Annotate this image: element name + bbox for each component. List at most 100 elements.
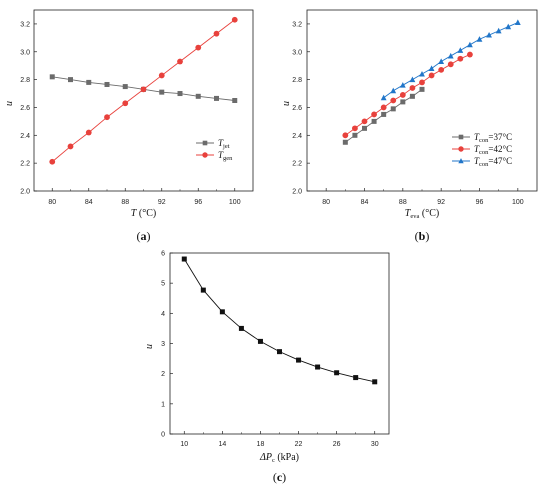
data-point <box>447 52 454 59</box>
y-tick-label: 2.0 <box>292 189 302 196</box>
x-tick-label: 14 <box>218 441 226 448</box>
data-point <box>159 89 165 95</box>
data-point <box>438 66 445 73</box>
data-point <box>85 129 92 136</box>
x-axis-label-var: ΔP <box>259 452 272 463</box>
data-point <box>400 99 406 105</box>
y-tick-label: 0 <box>161 432 165 439</box>
y-tick-label: 2 <box>161 371 165 378</box>
y-tick-label: 3.2 <box>20 21 30 28</box>
data-point <box>181 256 187 262</box>
y-tick-label: 2.4 <box>20 133 30 140</box>
series-line <box>183 258 375 383</box>
y-tick-label: 6 <box>161 251 165 258</box>
data-point <box>232 98 238 103</box>
data-point <box>447 61 454 68</box>
data-point <box>334 370 340 376</box>
data-point <box>390 97 397 104</box>
data-point <box>361 118 368 125</box>
data-point <box>353 375 359 381</box>
data-point <box>476 36 483 42</box>
data-point <box>195 93 201 99</box>
x-axis-label: T (°C) <box>131 208 156 219</box>
x-tick-label: 100 <box>512 199 524 206</box>
data-point <box>195 44 202 51</box>
y-tick-label: 2.8 <box>20 77 30 84</box>
data-point <box>457 55 464 62</box>
data-point <box>104 114 110 121</box>
y-tick-label: 4 <box>161 311 165 318</box>
data-point <box>67 143 74 150</box>
y-tick-label: 3.0 <box>292 49 302 56</box>
data-point <box>238 325 244 331</box>
x-axis-label: Teva (°C) <box>405 208 439 220</box>
y-axis-label: u <box>144 344 155 349</box>
y-tick-label: 3.0 <box>20 49 30 56</box>
data-point <box>390 87 397 94</box>
data-point <box>177 91 183 97</box>
data-point <box>467 41 473 48</box>
data-point <box>352 125 358 132</box>
y-tick-label: 2.2 <box>292 161 302 168</box>
series-3 <box>380 19 521 101</box>
legend-label-var: T <box>218 150 224 160</box>
data-point <box>140 86 147 93</box>
x-tick-label: 92 <box>437 199 445 206</box>
x-axis-label-var: T <box>405 208 412 219</box>
legend-label-var: T <box>474 156 480 166</box>
x-tick-label: 22 <box>295 441 303 448</box>
y-tick-label: 2.6 <box>292 105 302 112</box>
data-point <box>231 16 238 23</box>
data-point <box>409 76 416 83</box>
data-point <box>371 118 377 124</box>
panel-label: (c) <box>273 470 286 484</box>
y-tick-label: 3 <box>161 341 165 348</box>
legend-label-subscript: con <box>479 161 489 168</box>
data-point <box>399 82 406 88</box>
legend-marker <box>458 134 464 140</box>
legend-label-var: T <box>218 138 224 148</box>
data-point <box>419 70 425 77</box>
legend-label-subscript: con <box>479 149 489 156</box>
x-tick-label: 92 <box>158 199 166 206</box>
data-point <box>390 106 396 112</box>
series-2 <box>342 51 473 139</box>
x-axis-label-suffix: (°C) <box>419 208 439 219</box>
plot-frame <box>33 9 254 192</box>
y-tick-label: 2.6 <box>20 105 30 112</box>
data-point <box>277 349 282 355</box>
data-point <box>257 338 263 344</box>
data-point <box>428 72 435 79</box>
data-point <box>409 85 416 91</box>
series-2 <box>49 16 238 165</box>
legend-marker <box>202 140 208 146</box>
plot-frame <box>169 252 390 435</box>
data-point <box>200 287 206 293</box>
data-point <box>438 58 445 65</box>
legend-label: Tgen <box>218 150 233 162</box>
legend-label-subscript: gen <box>223 155 233 162</box>
x-tick-label: 88 <box>121 199 129 206</box>
legend-label-suffix: =42°C <box>488 144 512 154</box>
x-tick-label: 18 <box>257 441 265 448</box>
legend-label: Tjet <box>218 138 230 150</box>
legend-label-subscript: jet <box>222 143 230 150</box>
panel-label: (b) <box>415 229 430 243</box>
data-point <box>342 132 349 139</box>
x-tick-label: 84 <box>85 199 93 206</box>
x-axis-label: ΔPc (kPa) <box>259 452 299 464</box>
data-point <box>372 379 378 385</box>
chart-panel-c: 10 14 18 22 26 30 0 1 2 3 4 5 6 u ΔPc (kPa) (c) <box>144 251 390 484</box>
data-point <box>49 158 56 165</box>
x-tick-label: 96 <box>194 199 202 206</box>
data-point <box>214 95 219 101</box>
data-point <box>49 74 55 80</box>
x-axis-label-var: T <box>131 208 138 219</box>
data-point <box>467 51 473 58</box>
x-tick-label: 88 <box>399 199 407 206</box>
panel-label: (a) <box>137 229 151 243</box>
y-axis-label: u <box>281 101 292 106</box>
data-point <box>505 23 512 30</box>
